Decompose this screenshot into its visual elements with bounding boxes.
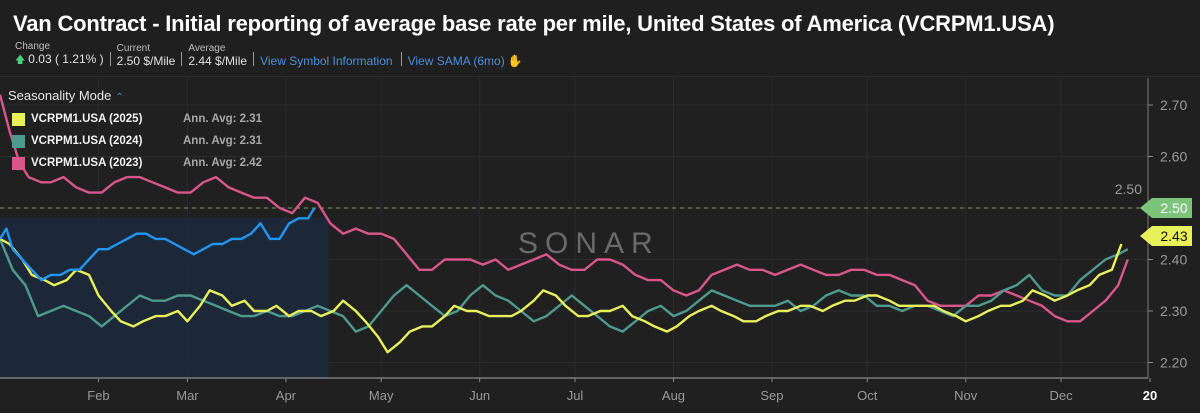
- seasonality-mode-toggle[interactable]: Seasonality Mode ⌃: [8, 88, 262, 103]
- stats-bar: Change 🡅 0.03 ( 1.21% ) Current 2.50 $/Mi…: [15, 41, 531, 68]
- average-stat: Average 2.44 $/Mile: [188, 43, 247, 68]
- divider: [253, 52, 255, 66]
- y-tick-label: 2.30: [1160, 303, 1187, 319]
- y-tick-label: 2.60: [1160, 149, 1187, 165]
- legend-avg: Ann. Avg: 2.31: [183, 113, 263, 125]
- current-stat: Current 2.50 $/Mile: [117, 43, 176, 68]
- legend-title: Seasonality Mode: [8, 88, 112, 103]
- y-tick-label: 2.40: [1160, 252, 1187, 268]
- series-line-3: [0, 207, 316, 282]
- view-sama-label: View SAMA (6mo): [407, 54, 505, 68]
- divider: [109, 52, 111, 66]
- legend-avg: Ann. Avg: 2.31: [183, 135, 263, 147]
- change-label: Change: [15, 41, 51, 52]
- divider: [400, 52, 402, 66]
- series-line-1: [0, 238, 1129, 333]
- swatch-2025: [12, 112, 25, 126]
- sonar-watermark: SONAR: [518, 227, 660, 260]
- x-tick-label: Mar: [176, 388, 199, 403]
- x-tick-label: Jul: [567, 388, 584, 403]
- divider: [181, 52, 183, 66]
- view-sama-link[interactable]: View SAMA (6mo) ✋: [408, 54, 523, 68]
- chart-title: Van Contract - Initial reporting of aver…: [13, 11, 1055, 36]
- change-value: 0.03 ( 1.21% ): [28, 52, 104, 66]
- x-tick-label: Feb: [87, 388, 109, 403]
- highlight-region: [0, 218, 329, 378]
- swatch-2023: [12, 156, 25, 170]
- x-tick-label: May: [369, 388, 394, 403]
- series-line-0: [0, 237, 1123, 354]
- y-tick-label: 2.50: [1115, 181, 1142, 197]
- x-tick-label: Dec: [1049, 388, 1073, 403]
- legend-name: VCRPM1.USA (2024): [31, 135, 143, 147]
- average-value: 2.44 $/Mile: [188, 54, 248, 68]
- x-tick-label: Nov: [954, 388, 978, 403]
- change-stat: Change 🡅 0.03 ( 1.21% ): [15, 41, 104, 68]
- current-value-badge-label: 2.50: [1160, 200, 1187, 216]
- up-arrow-icon: 🡅: [15, 55, 26, 66]
- x-tick-label: Oct: [857, 388, 878, 403]
- legend: Seasonality Mode ⌃ VCRPM1.USA (2025) Ann.…: [8, 88, 262, 174]
- chevron-up-icon: ⌃: [115, 92, 124, 103]
- legend-avg: Ann. Avg: 2.42: [183, 157, 263, 169]
- legend-item-2025[interactable]: VCRPM1.USA (2025) Ann. Avg: 2.31: [12, 108, 262, 130]
- legend-item-2024[interactable]: VCRPM1.USA (2024) Ann. Avg: 2.31: [12, 130, 262, 152]
- average-label: Average: [188, 43, 226, 54]
- chart-header: Van Contract - Initial reporting of aver…: [0, 0, 1200, 77]
- series-line-2: [0, 94, 1129, 323]
- current-label: Current: [116, 43, 151, 54]
- value-badges: 2.50 2.43: [1140, 198, 1192, 247]
- last-value-badge-label: 2.43: [1160, 228, 1187, 244]
- current-value-badge-shape: [1140, 198, 1192, 218]
- chart-hand-icon: ✋: [507, 54, 523, 68]
- last-value-badge-shape: [1140, 226, 1192, 247]
- current-value: 2.50 $/Mile: [116, 54, 176, 68]
- view-symbol-information-link[interactable]: View Symbol Information: [260, 54, 393, 68]
- legend-item-2023[interactable]: VCRPM1.USA (2023) Ann. Avg: 2.42: [12, 152, 262, 174]
- x-tick-label: Apr: [276, 388, 297, 403]
- y-tick-label: 2.70: [1160, 97, 1187, 113]
- x-tick-label: Jun: [469, 388, 490, 403]
- series-lines: [0, 94, 1129, 354]
- swatch-2024: [12, 134, 25, 148]
- y-tick-label: 2.20: [1160, 355, 1187, 371]
- x-tick-label: Sep: [760, 388, 783, 403]
- axes: 2.20 2.30 2.40 2.50 2.60 2.70 Feb Mar Apr May Jun J…: [0, 78, 1187, 403]
- x-tick-label: 20: [1143, 388, 1157, 403]
- x-tick-label: Aug: [662, 388, 685, 403]
- legend-name: VCRPM1.USA (2023): [31, 157, 143, 169]
- legend-name: VCRPM1.USA (2025): [31, 113, 143, 125]
